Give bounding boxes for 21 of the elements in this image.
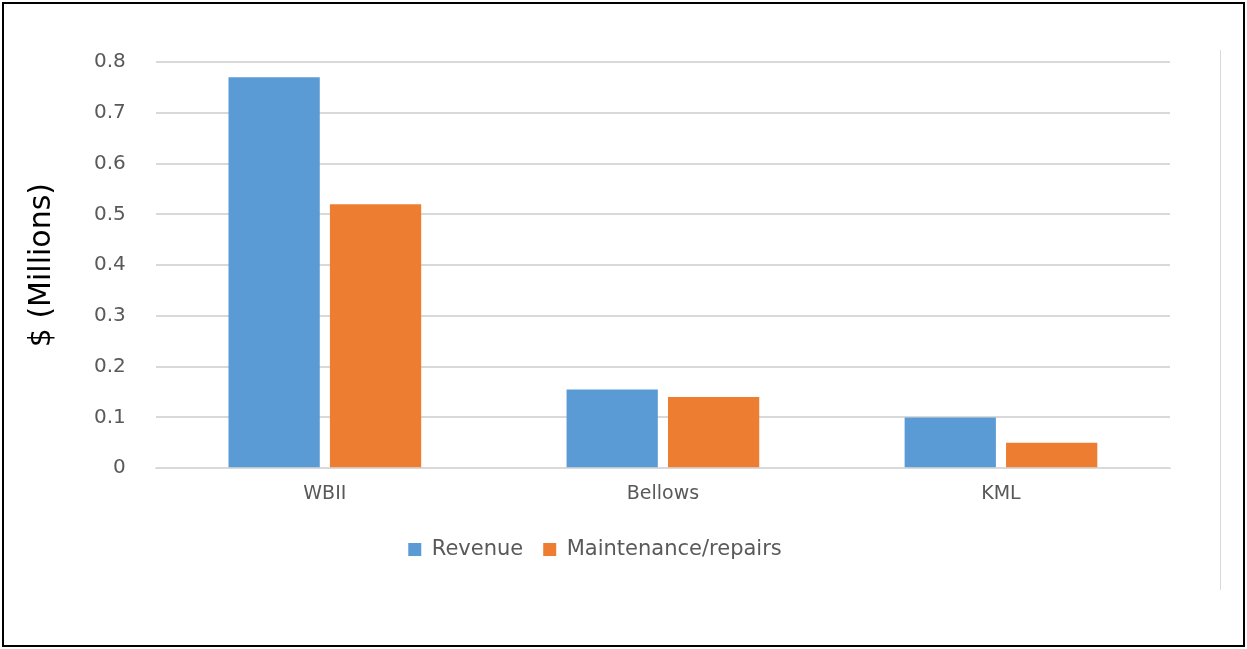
- y-tick-label: 0.5: [93, 200, 126, 225]
- y-tick-label: 0.4: [93, 251, 126, 276]
- y-tick-label: 0.2: [93, 352, 126, 377]
- y-tick-label: 0.7: [93, 98, 126, 123]
- bar: [566, 389, 658, 468]
- y-tick-label: 0.6: [93, 149, 126, 174]
- x-tick-label: KML: [981, 480, 1022, 503]
- y-tick-label: 0: [113, 454, 126, 479]
- bar: [228, 77, 320, 468]
- x-tick-label: WBII: [303, 480, 347, 503]
- legend-label: Revenue: [431, 535, 524, 560]
- legend-label: Maintenance/repairs: [566, 535, 782, 560]
- y-tick-label: 0.1: [93, 403, 126, 428]
- x-tick-label: Bellows: [626, 480, 700, 503]
- bar: [904, 417, 996, 468]
- y-tick-label: 0.3: [93, 302, 126, 327]
- y-axis-title: $ (Millions): [21, 182, 57, 348]
- bar: [329, 204, 422, 468]
- bar: [1006, 442, 1098, 468]
- bar: [667, 397, 760, 468]
- y-tick-label: 0.8: [93, 48, 126, 73]
